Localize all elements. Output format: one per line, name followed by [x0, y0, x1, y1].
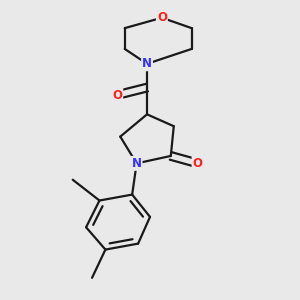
Text: O: O	[193, 157, 202, 170]
Text: N: N	[142, 57, 152, 70]
Text: N: N	[132, 157, 142, 170]
Text: O: O	[157, 11, 167, 24]
Text: O: O	[112, 88, 122, 101]
